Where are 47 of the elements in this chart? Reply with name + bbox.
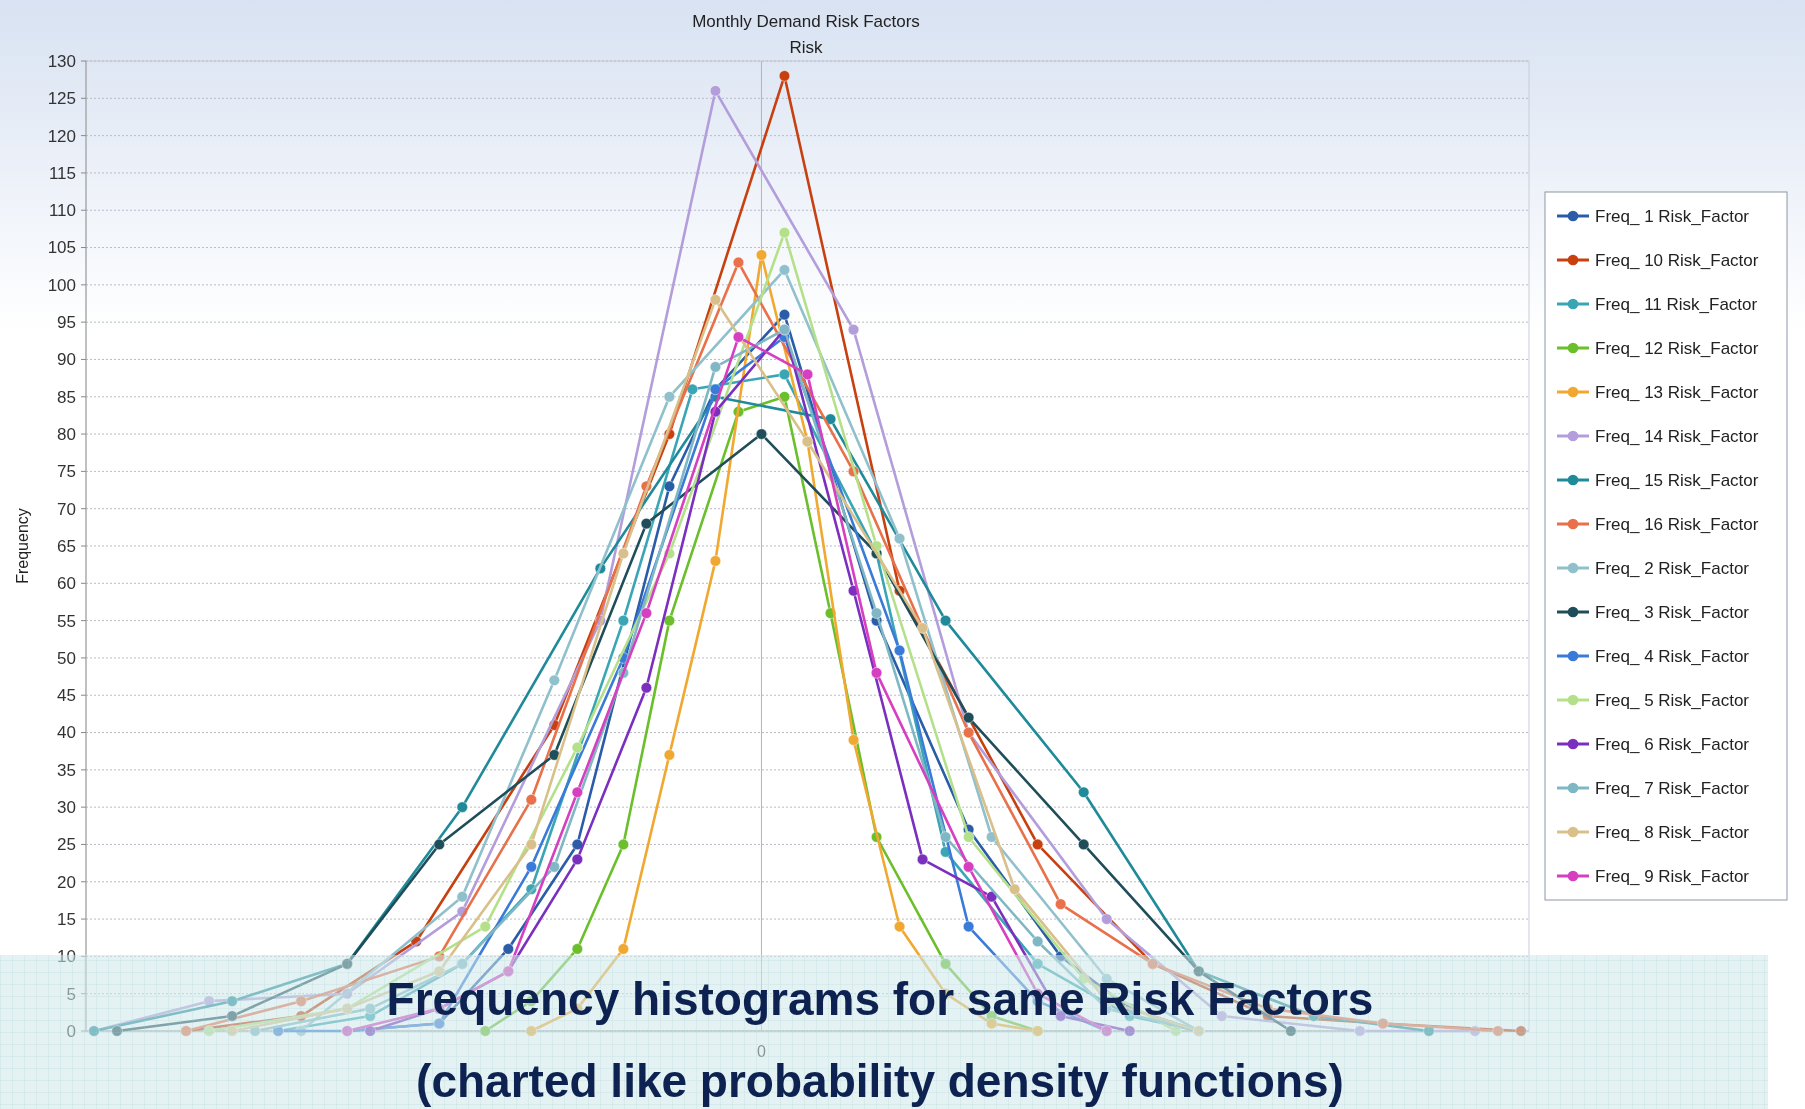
y-tick-label: 0 (66, 1021, 76, 1041)
y-tick-label: 120 (47, 126, 76, 146)
y-tick-label: 35 (57, 760, 76, 780)
legend-label: Freq_ 1 Risk_Factor (1595, 206, 1750, 226)
legend-label: Freq_ 11 Risk_Factor (1595, 294, 1758, 314)
chart-subtitle: Risk (789, 38, 824, 57)
y-tick-label: 15 (57, 910, 76, 930)
y-tick-label: 125 (47, 89, 76, 109)
y-tick-label: 130 (47, 51, 76, 71)
y-tick-label: 80 (57, 425, 76, 445)
y-tick-label: 75 (57, 462, 76, 482)
y-tick-label: 45 (57, 686, 76, 706)
y-tick-label: 105 (47, 238, 76, 258)
y-tick-label: 65 (57, 536, 76, 556)
y-tick-label: 30 (57, 798, 76, 818)
annotation: Frequency histograms for same Risk Factors (386, 973, 1374, 1025)
y-tick-label: 25 (57, 835, 76, 855)
legend-label: Freq_ 12 Risk_Factor (1595, 338, 1759, 358)
legend-label: Freq_ 7 Risk_Factor (1595, 778, 1750, 798)
y-tick-label: 10 (57, 947, 76, 967)
y-tick-label: 85 (57, 387, 76, 407)
legend-label: Freq_ 8 Risk_Factor (1595, 822, 1750, 842)
legend-label: Freq_ 16 Risk_Factor (1595, 514, 1759, 534)
y-tick-label: 100 (47, 275, 76, 295)
y-tick-label: 55 (57, 611, 76, 631)
legend-label: Freq_ 3 Risk_Factor (1595, 602, 1750, 622)
legend-label: Freq_ 4 Risk_Factor (1595, 646, 1750, 666)
legend-label: Freq_ 14 Risk_Factor (1595, 426, 1759, 446)
legend-label: Freq_ 13 Risk_Factor (1595, 382, 1759, 402)
legend-label: Freq_ 6 Risk_Factor (1595, 734, 1750, 754)
legend-label: Freq_ 10 Risk_Factor (1595, 250, 1759, 270)
y-tick-label: 110 (48, 201, 76, 221)
legend-label: Freq_ 15 Risk_Factor (1595, 470, 1759, 490)
chart-title: Monthly Demand Risk Factors (692, 12, 920, 31)
y-tick-label: 40 (57, 723, 76, 743)
y-tick-label: 90 (57, 350, 76, 370)
y-tick-label: 20 (57, 872, 76, 892)
y-tick-label: 70 (57, 499, 76, 519)
y-tick-label: 50 (57, 648, 76, 668)
y-tick-label: 115 (48, 163, 76, 183)
y-axis-title: Frequency (14, 508, 31, 584)
legend-label: Freq_ 5 Risk_Factor (1595, 690, 1750, 710)
y-tick-label: 5 (66, 984, 76, 1004)
y-tick-label: 95 (57, 313, 76, 333)
legend-label: Freq_ 9 Risk_Factor (1595, 866, 1750, 886)
legend-label: Freq_ 2 Risk_Factor (1595, 558, 1750, 578)
y-tick-label: 60 (57, 574, 76, 594)
